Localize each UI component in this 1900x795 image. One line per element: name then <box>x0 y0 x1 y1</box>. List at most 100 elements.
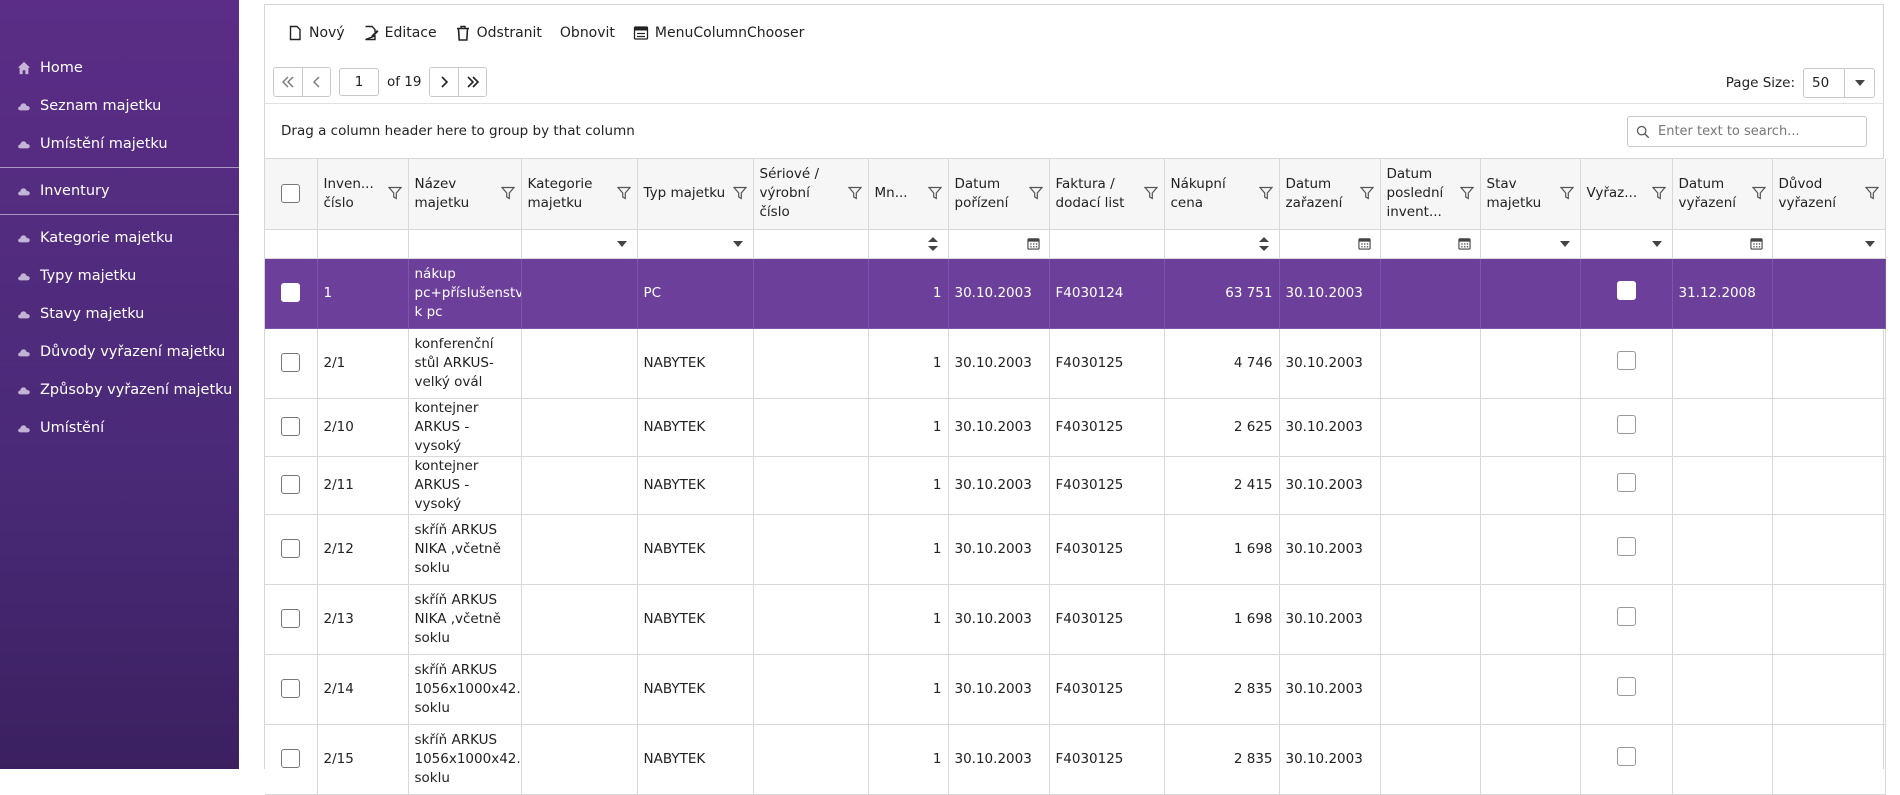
filter-cell[interactable] <box>1049 229 1165 259</box>
filter-icon[interactable] <box>927 186 942 200</box>
filter-icon[interactable] <box>1751 186 1766 200</box>
next-page-button[interactable] <box>430 67 459 96</box>
row-checkbox[interactable] <box>281 283 301 303</box>
filter-cell[interactable] <box>1480 229 1581 259</box>
column-chooser-button[interactable]: MenuColumnChooser <box>633 25 804 41</box>
table-row[interactable]: 2/11 kontejner ARKUS - vysoký NABYTEK 1 … <box>265 456 1886 515</box>
table-row[interactable]: 2/13 skříň ARKUS NIKA ,včetně soklu NABY… <box>265 584 1886 655</box>
page-number-input[interactable]: 1 <box>339 67 379 96</box>
table-row[interactable]: 2/12 skříň ARKUS NIKA ,včetně soklu NABY… <box>265 514 1886 585</box>
filter-cell[interactable] <box>521 229 638 259</box>
filter-icon[interactable] <box>847 186 862 200</box>
dropdown-arrow-icon[interactable] <box>1650 237 1664 251</box>
filter-cell[interactable] <box>317 229 409 259</box>
row-select-cell[interactable] <box>265 584 318 655</box>
filter-cell[interactable] <box>1380 229 1481 259</box>
filter-cell[interactable] <box>1580 229 1673 259</box>
column-header[interactable]: Kategorie majetku <box>521 159 638 230</box>
filter-cell[interactable] <box>1164 229 1280 259</box>
column-header[interactable]: Datum poslední invent... <box>1380 159 1481 230</box>
sidebar-item-typy-majetku[interactable]: Typy majetku <box>0 257 239 295</box>
filter-icon[interactable] <box>387 186 402 200</box>
delete-button[interactable]: Odstranit <box>455 25 542 41</box>
calendar-icon[interactable] <box>1750 237 1764 251</box>
sidebar-item-umisteni-majetku[interactable]: Umístění majetku <box>0 125 239 163</box>
row-checkbox[interactable] <box>281 539 301 559</box>
column-header[interactable]: Datum vyřazení <box>1672 159 1773 230</box>
dropdown-arrow-icon[interactable] <box>731 237 745 251</box>
discarded-checkbox[interactable] <box>1616 536 1636 556</box>
filter-icon[interactable] <box>1864 186 1879 200</box>
row-select-cell[interactable] <box>265 654 318 725</box>
filter-cell[interactable] <box>1672 229 1773 259</box>
filter-icon[interactable] <box>1359 186 1374 200</box>
sidebar-item-duvody-vyrazeni[interactable]: Důvody vyřazení majetku <box>0 333 239 371</box>
filter-cell[interactable] <box>637 229 754 259</box>
table-row[interactable]: 2/15 skříň ARKUS 1056x1000x42... soklu N… <box>265 724 1886 795</box>
sidebar-item-umisteni[interactable]: Umístění <box>0 409 239 447</box>
last-page-button[interactable] <box>458 67 487 96</box>
sidebar-item-kategorie-majetku[interactable]: Kategorie majetku <box>0 219 239 257</box>
column-header[interactable]: Důvod vyřazení <box>1772 159 1886 230</box>
row-select-cell[interactable] <box>265 258 318 329</box>
column-header[interactable]: Stav majetku <box>1480 159 1581 230</box>
column-header[interactable]: Sériové / výrobní číslo <box>753 159 869 230</box>
page-size-select[interactable]: 50 <box>1803 68 1875 98</box>
group-panel[interactable]: Drag a column header here to group by th… <box>265 104 1883 159</box>
sidebar-item-inventury[interactable]: Inventury <box>0 172 239 210</box>
cell-discarded[interactable] <box>1580 654 1673 725</box>
row-checkbox[interactable] <box>281 417 301 437</box>
filter-icon[interactable] <box>1143 186 1158 200</box>
table-row[interactable]: 2/14 skříň ARKUS 1056x1000x42... soklu N… <box>265 654 1886 725</box>
row-checkbox[interactable] <box>281 475 301 495</box>
filter-icon[interactable] <box>500 186 515 200</box>
calendar-icon[interactable] <box>1027 237 1041 251</box>
first-page-button[interactable] <box>274 67 302 96</box>
cell-discarded[interactable] <box>1580 398 1673 457</box>
discarded-checkbox[interactable] <box>1616 746 1636 766</box>
row-select-cell[interactable] <box>265 514 318 585</box>
filter-icon[interactable] <box>732 186 747 200</box>
sidebar-item-zpusoby-vyrazeni[interactable]: Způsoby vyřazení majetku <box>0 371 239 409</box>
filter-cell[interactable] <box>1279 229 1381 259</box>
column-header[interactable]: Vyřaz... <box>1580 159 1673 230</box>
edit-button[interactable]: Editace <box>363 25 437 41</box>
row-select-cell[interactable] <box>265 724 318 795</box>
search-box[interactable] <box>1627 116 1867 147</box>
discarded-checkbox[interactable] <box>1616 350 1636 370</box>
calendar-icon[interactable] <box>1458 237 1472 251</box>
column-header[interactable]: Nákupní cena <box>1164 159 1280 230</box>
row-checkbox[interactable] <box>281 609 301 629</box>
table-row[interactable]: 1 nákup pc+příslušenství k pc PC 1 30.10… <box>265 258 1886 329</box>
discarded-checkbox[interactable] <box>1616 606 1636 626</box>
sidebar-item-home[interactable]: Home <box>0 49 239 87</box>
row-checkbox[interactable] <box>281 749 301 769</box>
new-button[interactable]: Nový <box>287 25 345 41</box>
filter-icon[interactable] <box>1258 186 1273 200</box>
select-all-header[interactable] <box>265 159 318 230</box>
cell-discarded[interactable] <box>1580 258 1673 329</box>
calendar-icon[interactable] <box>1358 237 1372 251</box>
dropdown-arrow-icon[interactable] <box>1558 237 1572 251</box>
column-header[interactable]: Datum zařazení <box>1279 159 1381 230</box>
table-row[interactable]: 2/1 konferenční stůl ARKUS-velký ovál NA… <box>265 328 1886 399</box>
filter-icon[interactable] <box>1651 186 1666 200</box>
discarded-checkbox[interactable] <box>1616 414 1636 434</box>
table-row[interactable]: 2/10 kontejner ARKUS - vysoký NABYTEK 1 … <box>265 398 1886 457</box>
sidebar-item-seznam-majetku[interactable]: Seznam majetku <box>0 87 239 125</box>
refresh-button[interactable]: Obnovit <box>560 25 615 41</box>
column-header[interactable]: Název majetku <box>408 159 522 230</box>
discarded-checkbox[interactable] <box>1616 676 1636 696</box>
column-header[interactable]: Datum pořízení <box>948 159 1050 230</box>
cell-discarded[interactable] <box>1580 514 1673 585</box>
search-input[interactable] <box>1656 123 1856 140</box>
row-select-cell[interactable] <box>265 456 318 515</box>
cell-discarded[interactable] <box>1580 456 1673 515</box>
row-select-cell[interactable] <box>265 398 318 457</box>
discarded-checkbox[interactable] <box>1616 472 1636 492</box>
filter-cell[interactable] <box>868 229 949 259</box>
filter-icon[interactable] <box>616 186 631 200</box>
chevron-down-icon[interactable] <box>1844 69 1874 97</box>
filter-icon[interactable] <box>1028 186 1043 200</box>
column-header[interactable]: Faktura / dodací list <box>1049 159 1165 230</box>
